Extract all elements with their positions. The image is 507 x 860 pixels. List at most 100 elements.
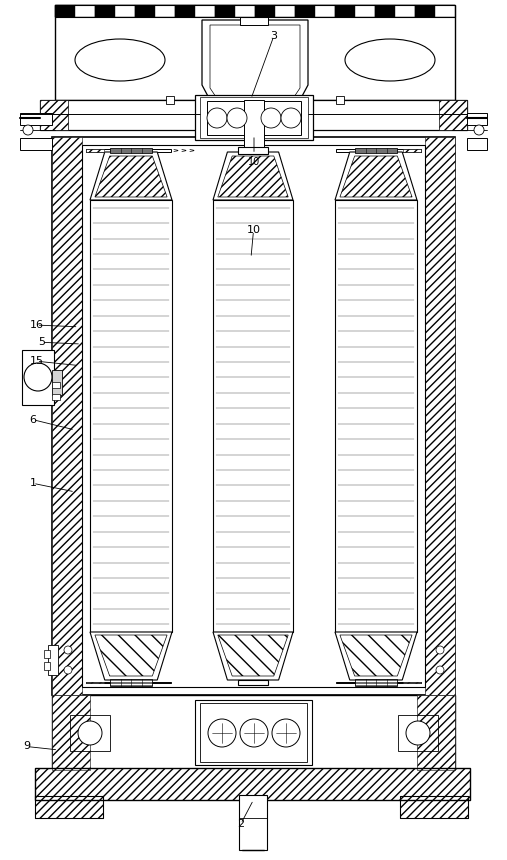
Bar bbox=[395, 5, 415, 17]
Bar bbox=[22, 350, 54, 405]
Bar bbox=[467, 138, 487, 150]
Text: 10: 10 bbox=[248, 138, 260, 167]
Text: 3: 3 bbox=[270, 31, 277, 41]
Bar bbox=[195, 700, 312, 765]
Bar bbox=[52, 137, 455, 695]
Bar bbox=[20, 138, 52, 150]
Bar bbox=[375, 5, 395, 17]
Bar bbox=[244, 100, 264, 150]
Bar bbox=[403, 149, 421, 152]
Bar bbox=[425, 137, 455, 695]
Bar bbox=[35, 768, 470, 800]
Bar bbox=[467, 113, 487, 125]
Bar bbox=[240, 17, 268, 25]
Bar bbox=[295, 5, 315, 17]
Bar bbox=[44, 650, 50, 658]
Polygon shape bbox=[213, 632, 293, 680]
Bar bbox=[315, 5, 335, 17]
Bar bbox=[238, 680, 268, 685]
Circle shape bbox=[23, 125, 33, 135]
Bar bbox=[195, 95, 313, 140]
Circle shape bbox=[436, 666, 444, 674]
Bar bbox=[275, 5, 295, 17]
Bar bbox=[195, 5, 215, 17]
Circle shape bbox=[406, 721, 430, 745]
Bar bbox=[336, 96, 344, 104]
Bar bbox=[35, 796, 103, 818]
Polygon shape bbox=[90, 632, 172, 680]
Polygon shape bbox=[210, 25, 300, 100]
Bar bbox=[86, 682, 104, 683]
Bar bbox=[335, 5, 355, 17]
Text: 6: 6 bbox=[29, 415, 37, 425]
Text: 15: 15 bbox=[29, 356, 44, 366]
Bar bbox=[155, 5, 175, 17]
Circle shape bbox=[64, 666, 72, 674]
Bar bbox=[52, 382, 60, 388]
Bar bbox=[20, 113, 52, 125]
Bar bbox=[207, 101, 247, 135]
Bar bbox=[235, 5, 255, 17]
Bar bbox=[166, 96, 174, 104]
Bar bbox=[238, 147, 268, 154]
Bar bbox=[355, 148, 397, 153]
Text: 1: 1 bbox=[29, 478, 37, 488]
Ellipse shape bbox=[345, 39, 435, 81]
Bar bbox=[40, 100, 68, 130]
Circle shape bbox=[227, 108, 247, 128]
Circle shape bbox=[240, 719, 268, 747]
Polygon shape bbox=[95, 156, 167, 197]
Ellipse shape bbox=[75, 39, 165, 81]
Bar bbox=[52, 394, 60, 400]
Circle shape bbox=[208, 719, 236, 747]
Circle shape bbox=[24, 363, 52, 391]
Bar bbox=[398, 715, 438, 751]
Bar bbox=[135, 5, 155, 17]
Bar bbox=[115, 5, 135, 17]
Bar bbox=[86, 149, 104, 152]
Bar bbox=[55, 5, 75, 17]
Circle shape bbox=[474, 125, 484, 135]
Polygon shape bbox=[95, 635, 167, 676]
Bar bbox=[52, 695, 455, 770]
Polygon shape bbox=[90, 152, 172, 200]
Bar bbox=[95, 5, 115, 17]
Bar bbox=[215, 5, 235, 17]
Circle shape bbox=[64, 646, 72, 654]
Polygon shape bbox=[218, 156, 288, 197]
Polygon shape bbox=[335, 632, 417, 680]
Bar bbox=[400, 796, 468, 818]
Circle shape bbox=[272, 719, 300, 747]
Bar bbox=[335, 200, 417, 632]
Polygon shape bbox=[218, 635, 288, 676]
Text: 9: 9 bbox=[23, 741, 30, 752]
Bar bbox=[70, 715, 110, 751]
Circle shape bbox=[261, 108, 281, 128]
Bar bbox=[48, 645, 58, 675]
Bar bbox=[415, 5, 435, 17]
Polygon shape bbox=[340, 635, 412, 676]
Text: 2: 2 bbox=[237, 819, 244, 829]
Bar bbox=[75, 5, 95, 17]
Text: 5: 5 bbox=[38, 337, 45, 347]
Text: 10: 10 bbox=[246, 225, 261, 236]
Bar bbox=[86, 682, 171, 683]
Bar bbox=[110, 148, 152, 153]
Bar bbox=[52, 370, 62, 395]
Circle shape bbox=[78, 721, 102, 745]
Bar bbox=[82, 145, 425, 687]
Bar bbox=[200, 97, 308, 138]
Bar bbox=[44, 662, 50, 670]
Bar bbox=[86, 149, 171, 152]
Bar bbox=[55, 5, 455, 17]
Bar bbox=[40, 100, 467, 130]
Polygon shape bbox=[335, 152, 417, 200]
Bar bbox=[110, 679, 152, 686]
Bar bbox=[255, 5, 275, 17]
Bar bbox=[52, 137, 82, 695]
Bar bbox=[403, 682, 421, 683]
Polygon shape bbox=[340, 156, 412, 197]
Bar bbox=[52, 695, 90, 770]
Bar bbox=[200, 703, 307, 762]
Text: 16: 16 bbox=[29, 320, 44, 330]
